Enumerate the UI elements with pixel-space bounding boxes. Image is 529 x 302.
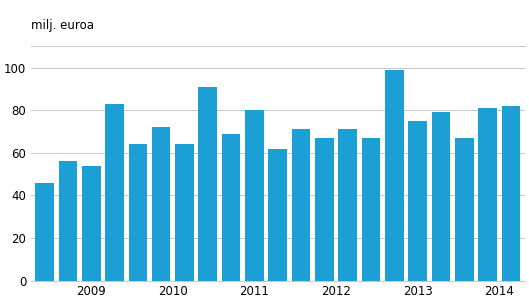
Bar <box>339 129 357 281</box>
Bar <box>245 110 264 281</box>
Text: milj. euroa: milj. euroa <box>31 19 94 32</box>
Bar <box>478 108 497 281</box>
Bar <box>59 161 77 281</box>
Bar <box>362 138 380 281</box>
Bar <box>152 127 170 281</box>
Bar <box>222 133 240 281</box>
Bar <box>268 149 287 281</box>
Bar <box>432 112 450 281</box>
Bar <box>291 129 311 281</box>
Bar <box>35 183 54 281</box>
Bar <box>198 87 217 281</box>
Bar <box>105 104 124 281</box>
Bar <box>175 144 194 281</box>
Bar <box>385 70 404 281</box>
Bar <box>455 138 473 281</box>
Bar <box>408 121 427 281</box>
Bar <box>82 165 101 281</box>
Bar <box>501 106 520 281</box>
Bar <box>315 138 334 281</box>
Bar <box>129 144 147 281</box>
